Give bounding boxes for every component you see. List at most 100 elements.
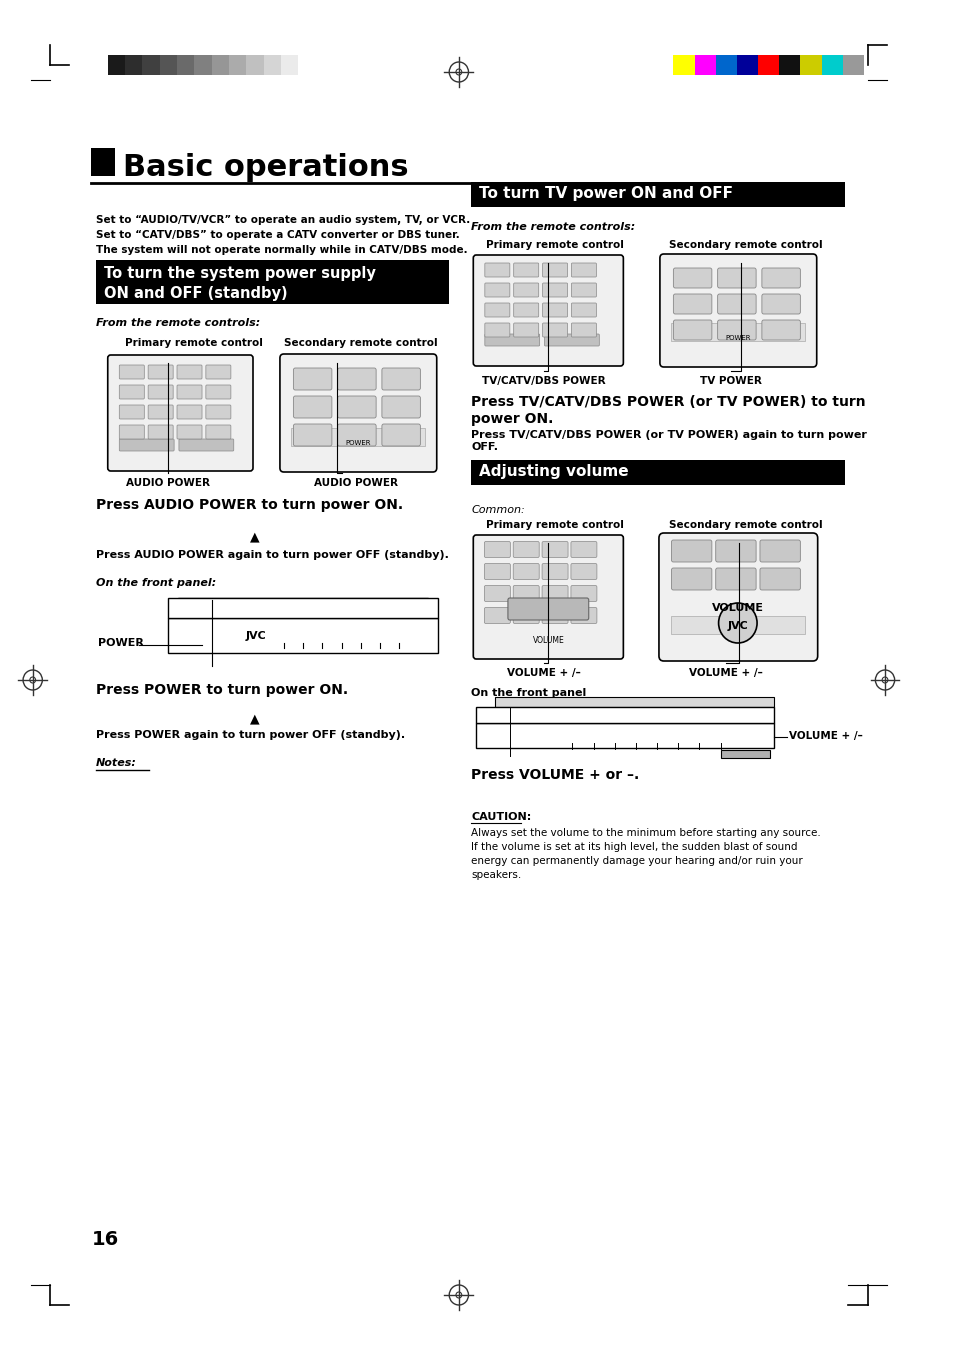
FancyBboxPatch shape (673, 295, 711, 313)
Text: Secondary remote control: Secondary remote control (668, 520, 821, 530)
FancyBboxPatch shape (177, 405, 202, 419)
Bar (280, 55, 298, 76)
Text: If the volume is set at its high level, the sudden blast of sound: If the volume is set at its high level, … (471, 842, 797, 852)
FancyBboxPatch shape (294, 367, 332, 390)
FancyBboxPatch shape (571, 323, 596, 336)
Text: AUDIO POWER: AUDIO POWER (314, 478, 397, 488)
Bar (125, 55, 142, 76)
Text: Press AUDIO POWER again to turn power OFF (standby).: Press AUDIO POWER again to turn power OF… (96, 550, 449, 561)
Text: To turn TV power ON and OFF: To turn TV power ON and OFF (478, 186, 732, 201)
Text: Always set the volume to the minimum before starting any source.: Always set the volume to the minimum bef… (471, 828, 821, 838)
Bar (471, 459, 843, 485)
FancyBboxPatch shape (177, 365, 202, 380)
FancyBboxPatch shape (177, 426, 202, 439)
FancyBboxPatch shape (715, 540, 756, 562)
FancyBboxPatch shape (761, 320, 800, 340)
Bar (96, 259, 449, 304)
FancyBboxPatch shape (484, 608, 510, 624)
Bar (671, 323, 804, 340)
Text: On the front panel:: On the front panel: (96, 578, 216, 588)
Text: Common:: Common: (471, 505, 524, 515)
Text: Press POWER to turn power ON.: Press POWER to turn power ON. (96, 684, 348, 697)
FancyBboxPatch shape (541, 585, 567, 601)
FancyBboxPatch shape (148, 405, 173, 419)
Bar (108, 55, 125, 76)
Text: TV/CATV/DBS POWER: TV/CATV/DBS POWER (481, 376, 605, 386)
Bar (671, 616, 804, 634)
FancyBboxPatch shape (294, 424, 332, 446)
FancyBboxPatch shape (717, 267, 756, 288)
Text: TV POWER: TV POWER (700, 376, 761, 386)
FancyBboxPatch shape (513, 323, 538, 336)
Bar (779, 55, 800, 76)
Text: To turn the system power supply
ON and OFF (standby): To turn the system power supply ON and O… (104, 266, 375, 301)
FancyBboxPatch shape (570, 608, 597, 624)
Text: Basic operations: Basic operations (123, 153, 408, 182)
Text: Primary remote control: Primary remote control (485, 240, 623, 250)
Text: Press POWER again to turn power OFF (standby).: Press POWER again to turn power OFF (sta… (96, 730, 405, 740)
FancyBboxPatch shape (473, 255, 622, 366)
FancyBboxPatch shape (544, 334, 598, 346)
Bar (758, 55, 779, 76)
Bar (168, 617, 437, 653)
FancyBboxPatch shape (507, 598, 588, 620)
Bar (471, 182, 843, 207)
FancyBboxPatch shape (177, 385, 202, 399)
FancyBboxPatch shape (381, 396, 420, 417)
FancyBboxPatch shape (381, 424, 420, 446)
FancyBboxPatch shape (484, 282, 509, 297)
Text: Notes:: Notes: (96, 758, 137, 767)
Text: On the front panel: On the front panel (471, 688, 586, 698)
Bar (800, 55, 821, 76)
Bar (298, 55, 315, 76)
Text: Press AUDIO POWER to turn power ON.: Press AUDIO POWER to turn power ON. (96, 499, 403, 512)
FancyBboxPatch shape (148, 426, 173, 439)
Bar (263, 55, 280, 76)
FancyBboxPatch shape (206, 405, 231, 419)
FancyBboxPatch shape (571, 263, 596, 277)
FancyBboxPatch shape (119, 385, 144, 399)
Text: energy can permanently damage your hearing and/or ruin your: energy can permanently damage your heari… (471, 857, 802, 866)
Polygon shape (178, 598, 428, 611)
Bar (694, 55, 715, 76)
FancyBboxPatch shape (571, 303, 596, 317)
Text: 16: 16 (91, 1229, 118, 1250)
FancyBboxPatch shape (570, 563, 597, 580)
Bar (159, 55, 177, 76)
Text: JVC: JVC (727, 621, 747, 631)
FancyBboxPatch shape (484, 563, 510, 580)
FancyBboxPatch shape (206, 426, 231, 439)
FancyBboxPatch shape (570, 585, 597, 601)
Text: ▲: ▲ (250, 712, 259, 725)
FancyBboxPatch shape (671, 567, 711, 590)
FancyBboxPatch shape (119, 405, 144, 419)
FancyBboxPatch shape (206, 385, 231, 399)
Bar (715, 55, 736, 76)
FancyBboxPatch shape (659, 534, 817, 661)
Text: Press TV/CATV/DBS POWER (or TV POWER) again to turn power
OFF.: Press TV/CATV/DBS POWER (or TV POWER) ag… (471, 430, 866, 453)
Bar (720, 750, 769, 758)
FancyBboxPatch shape (513, 542, 538, 558)
Bar (194, 55, 212, 76)
Text: Set to “AUDIO/TV/VCR” to operate an audio system, TV, or VCR.: Set to “AUDIO/TV/VCR” to operate an audi… (96, 215, 470, 226)
FancyBboxPatch shape (513, 263, 538, 277)
Text: CAUTION:: CAUTION: (471, 812, 531, 821)
FancyBboxPatch shape (337, 424, 375, 446)
FancyBboxPatch shape (179, 439, 233, 451)
FancyBboxPatch shape (541, 563, 567, 580)
Text: POWER: POWER (345, 440, 370, 446)
FancyBboxPatch shape (119, 426, 144, 439)
FancyBboxPatch shape (513, 585, 538, 601)
FancyBboxPatch shape (541, 542, 567, 558)
Text: From the remote controls:: From the remote controls: (471, 222, 635, 232)
Bar (736, 55, 758, 76)
Bar (142, 55, 159, 76)
FancyBboxPatch shape (542, 282, 567, 297)
FancyBboxPatch shape (484, 542, 510, 558)
Bar (229, 55, 246, 76)
FancyBboxPatch shape (484, 263, 509, 277)
FancyBboxPatch shape (119, 439, 174, 451)
FancyBboxPatch shape (148, 365, 173, 380)
Text: Secondary remote control: Secondary remote control (668, 240, 821, 250)
FancyBboxPatch shape (484, 585, 510, 601)
